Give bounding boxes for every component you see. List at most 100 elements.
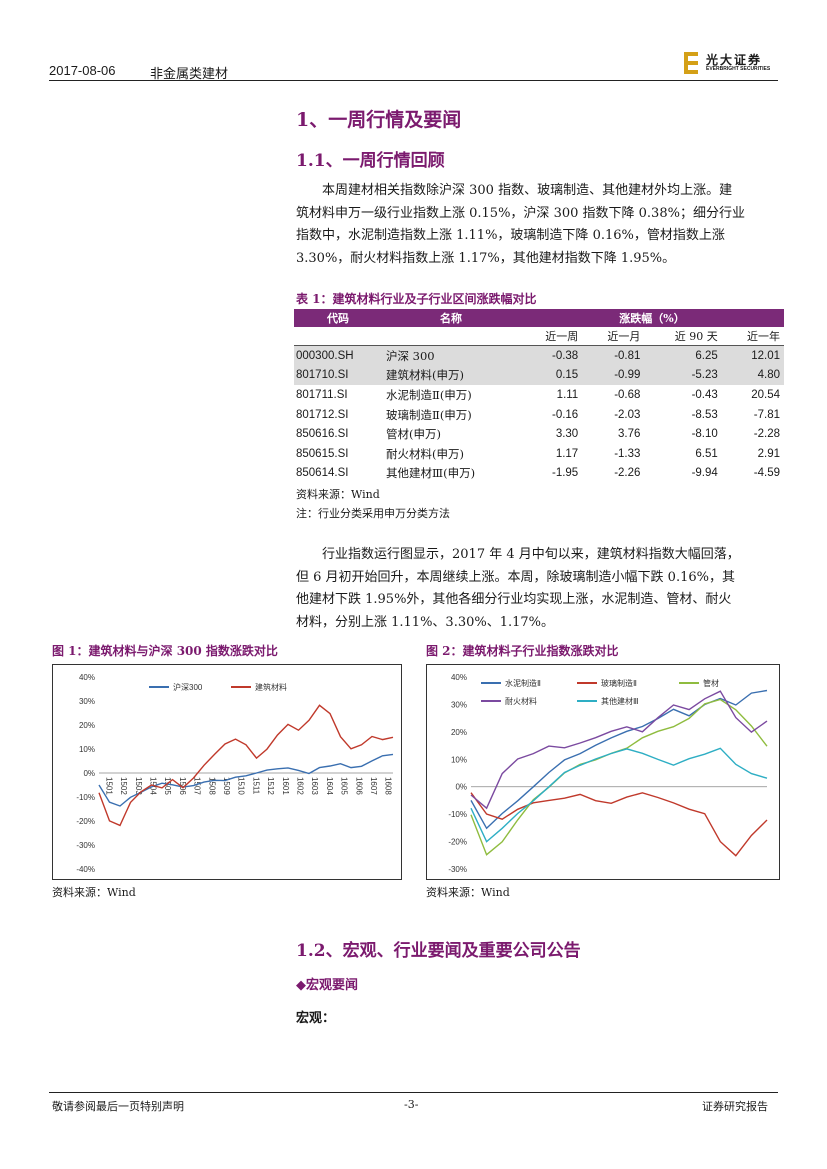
y-tick-label: -30%	[76, 841, 95, 850]
x-tick-label: 1508	[207, 777, 216, 795]
col-subheader-week: 近一周	[520, 327, 583, 346]
cell-value: -2.28	[753, 428, 780, 441]
y-tick-label: 40%	[79, 673, 95, 682]
paragraph-line: 行业指数运行图显示，2017 年 4 月中旬以来，建筑材料指数大幅回落，	[322, 547, 740, 562]
logo-cn: 光大证券	[706, 53, 763, 67]
series-line	[98, 753, 394, 807]
logo-icon	[684, 52, 698, 74]
cell-value: -2.26	[614, 467, 641, 480]
cell-code: 801710.SI	[294, 365, 382, 386]
cell-value: -0.43	[691, 388, 718, 401]
cell-name: 耐火材料(申万)	[386, 446, 464, 461]
y-tick-label: -40%	[76, 865, 95, 874]
brand-logo: 光大证券 EVERBRIGHT SECURITIES	[684, 50, 784, 76]
paragraph-line: 3.30%，耐火材料指数上涨 1.17%，其他建材指数下降 1.95%。	[296, 250, 676, 266]
cell-name: 管材(申万)	[386, 427, 441, 442]
table-title: 表 1：建筑材料行业及子行业区间涨跌幅对比	[296, 292, 537, 306]
series-line	[470, 689, 768, 830]
cell-value: -0.16	[551, 408, 579, 421]
cell-value: 12.01	[721, 345, 784, 366]
x-tick-label: 1507	[193, 777, 202, 795]
footer-disclaimer: 敬请参阅最后一页特别声明	[52, 1100, 184, 1113]
cell-value: -9.94	[691, 467, 718, 480]
logo-en: EVERBRIGHT SECURITIES	[706, 66, 771, 72]
cell-value: -0.38	[520, 345, 583, 366]
y-tick-label: 20%	[451, 728, 467, 737]
cell-value: -1.95	[551, 467, 579, 480]
col-subheader-month: 近一月	[582, 327, 645, 346]
x-tick-label: 1502	[119, 777, 128, 795]
x-tick-label: 1510	[237, 777, 246, 795]
paragraph-line: 材料，分别上涨 1.11%、3.30%、1.17%。	[296, 614, 555, 630]
series-line	[470, 698, 768, 856]
cell-value: -0.81	[582, 345, 645, 366]
y-tick-label: -30%	[448, 865, 467, 874]
cell-value: 1.17	[555, 447, 579, 460]
y-tick-label: 30%	[79, 697, 95, 706]
figure1-source: 资料来源：Wind	[52, 886, 136, 899]
x-tick-label: 1608	[384, 777, 393, 795]
chart1-box: 40% 30% 20% 10% 0% -10% -20% -30% -40% 1501 1502 15…	[52, 664, 402, 880]
x-tick-label: 1607	[369, 777, 378, 795]
y-tick-label: -20%	[76, 817, 95, 826]
x-tick-label: 1605	[340, 777, 349, 795]
x-tick-label: 1506	[178, 777, 187, 795]
y-tick-label: -10%	[76, 793, 95, 802]
series-line	[470, 747, 768, 843]
table-row: 801712.SI 玻璃制造Ⅱ(申万) -0.16 -2.03 -8.53 -7…	[294, 405, 784, 425]
cell-value: 20.54	[751, 388, 780, 401]
header-rule	[49, 80, 778, 81]
x-tick-label: 1601	[281, 777, 290, 795]
col-header-code: 代码	[294, 309, 382, 327]
cell-value: -8.53	[691, 408, 718, 421]
cell-code: 000300.SH	[294, 345, 382, 366]
x-tick-label: 1603	[310, 777, 319, 795]
cell-code: 801711.SI	[296, 388, 348, 401]
cell-value: 2.91	[757, 447, 780, 460]
table-row: 850616.SI 管材(申万) 3.30 3.76 -8.10 -2.28	[294, 424, 784, 444]
footer-report-type: 证券研究报告	[702, 1100, 768, 1113]
x-tick-label: 1501	[104, 777, 113, 795]
cell-value: 6.25	[644, 345, 722, 366]
footer-rule	[49, 1092, 778, 1093]
cell-value: 3.30	[555, 428, 579, 441]
series-line	[470, 792, 768, 857]
table-row: 801711.SI 水泥制造Ⅱ(申万) 1.11 -0.68 -0.43 20.…	[294, 385, 784, 405]
cell-value: -2.03	[614, 408, 641, 421]
legend-label: 管材	[703, 678, 719, 688]
table-source: 资料来源：Wind	[296, 488, 380, 501]
figure2-title: 图 2：建筑材料子行业指数涨跌对比	[426, 644, 619, 658]
figure2-source: 资料来源：Wind	[426, 886, 510, 899]
col-subheader-year: 近一年	[721, 327, 784, 346]
y-tick-label: -10%	[448, 810, 467, 819]
cell-value: 0.15	[520, 365, 583, 386]
section-title: 1、一周行情及要闻	[296, 109, 462, 131]
y-tick-label: 0%	[83, 769, 95, 778]
series-line	[98, 704, 394, 827]
table-row: 850615.SI 耐火材料(申万) 1.17 -1.33 6.51 2.91	[294, 444, 784, 464]
legend-label: 其他建材Ⅲ	[601, 696, 639, 706]
x-tick-label: 1606	[354, 777, 363, 795]
col-header-change: 涨跌幅（%）	[520, 309, 784, 327]
x-tick-label: 1512	[266, 777, 275, 795]
cell-code: 850615.SI	[296, 447, 349, 460]
table-note: 注：行业分类采用申万分类方法	[296, 507, 450, 520]
cell-value: 6.51	[695, 447, 718, 460]
paragraph-line: 本周建材相关指数除沪深 300 指数、玻璃制造、其他建材外均上涨。建	[322, 183, 733, 198]
cell-name: 沪深 300	[382, 345, 520, 366]
chart1: 40% 30% 20% 10% 0% -10% -20% -30% -40% 1501 1502 15…	[76, 673, 394, 874]
y-tick-label: 10%	[79, 745, 95, 754]
cell-value: -0.68	[614, 388, 641, 401]
chart2: 40% 30% 20% 10% 0% -10% -20% -30% 水泥制造Ⅱ 玻璃制造Ⅱ 管材耐火…	[448, 673, 768, 874]
cell-value: -1.33	[614, 447, 641, 460]
paragraph-line: 但 6 月初开始回升，本周继续上涨。本周，除玻璃制造小幅下跌 0.16%，其	[296, 569, 735, 585]
table-row: 801710.SI 建筑材料(申万) 0.15 -0.99 -5.23 4.80	[294, 365, 784, 386]
cell-code: 801712.SI	[296, 408, 349, 421]
section-1-2-title: 1.2、宏观、行业要闻及重要公司公告	[296, 941, 581, 961]
macro-news-heading: ◆宏观要闻	[296, 978, 358, 993]
x-tick-label: 1505	[163, 777, 172, 795]
cell-value: 3.76	[618, 428, 641, 441]
x-tick-label: 1511	[251, 777, 260, 795]
figure1-title: 图 1：建筑材料与沪深 300 指数涨跌对比	[52, 644, 278, 658]
cell-value: -4.59	[753, 467, 780, 480]
